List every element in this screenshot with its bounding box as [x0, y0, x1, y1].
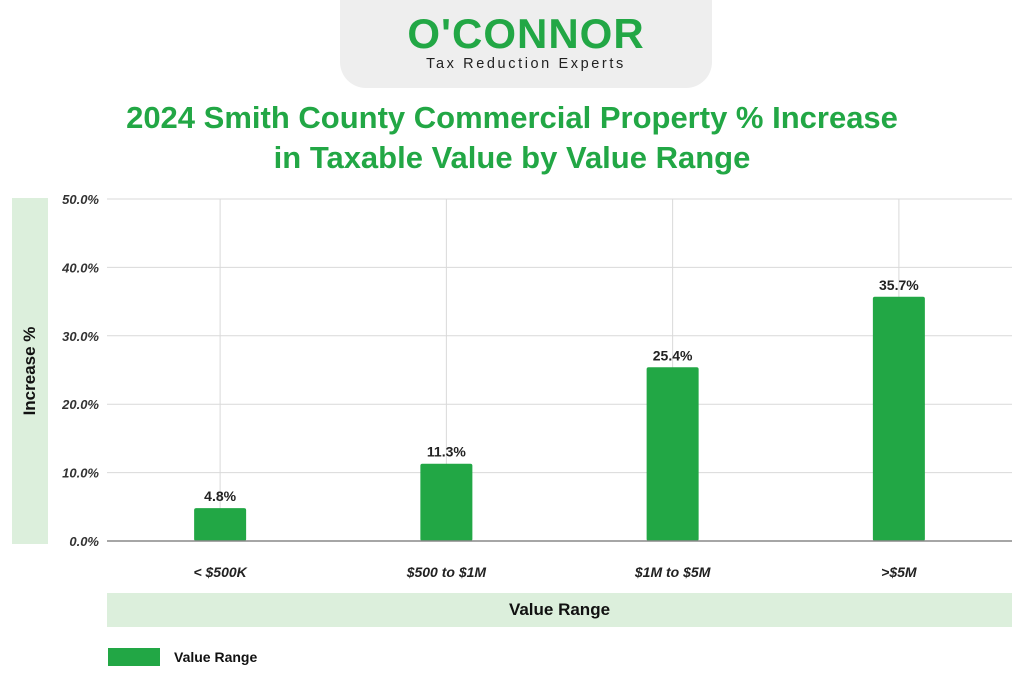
bar-value-label: 35.7%: [879, 277, 919, 293]
logo-wordmark: O'CONNOR: [407, 10, 645, 57]
bar: [420, 463, 473, 541]
bar-value-label: 25.4%: [653, 347, 693, 363]
x-tick-label: $500 to $1M: [406, 564, 487, 580]
x-axis-label: Value Range: [508, 600, 611, 619]
legend-swatch: [108, 648, 160, 666]
bar: [646, 367, 699, 541]
bar: [872, 296, 925, 541]
x-axis-label-band: [107, 593, 1012, 627]
logo-banner: O'CONNOR Tax Reduction Experts: [340, 0, 712, 88]
y-axis-label-band: [12, 198, 48, 544]
x-tick-label: >$5M: [881, 564, 917, 580]
y-tick-label: 20.0%: [61, 397, 99, 412]
y-tick-label: 50.0%: [62, 192, 99, 207]
bar: [194, 508, 247, 541]
y-tick-label: 30.0%: [62, 329, 99, 344]
legend-label: Value Range: [174, 649, 258, 665]
chart-title-line-2: in Taxable Value by Value Range: [273, 140, 751, 175]
bar-value-label: 4.8%: [204, 488, 236, 504]
logo-tagline: Tax Reduction Experts: [426, 56, 626, 72]
x-tick-label: $1M to $5M: [634, 564, 711, 580]
bar-value-label: 11.3%: [427, 444, 466, 460]
y-tick-label: 0.0%: [69, 534, 99, 549]
y-tick-label: 10.0%: [62, 466, 99, 481]
chart-title: 2024 Smith County Commercial Property % …: [0, 98, 1024, 178]
chart-title-line-1: 2024 Smith County Commercial Property % …: [126, 100, 898, 135]
y-tick-label: 40.0%: [61, 260, 99, 275]
x-tick-label: < $500K: [193, 564, 247, 580]
